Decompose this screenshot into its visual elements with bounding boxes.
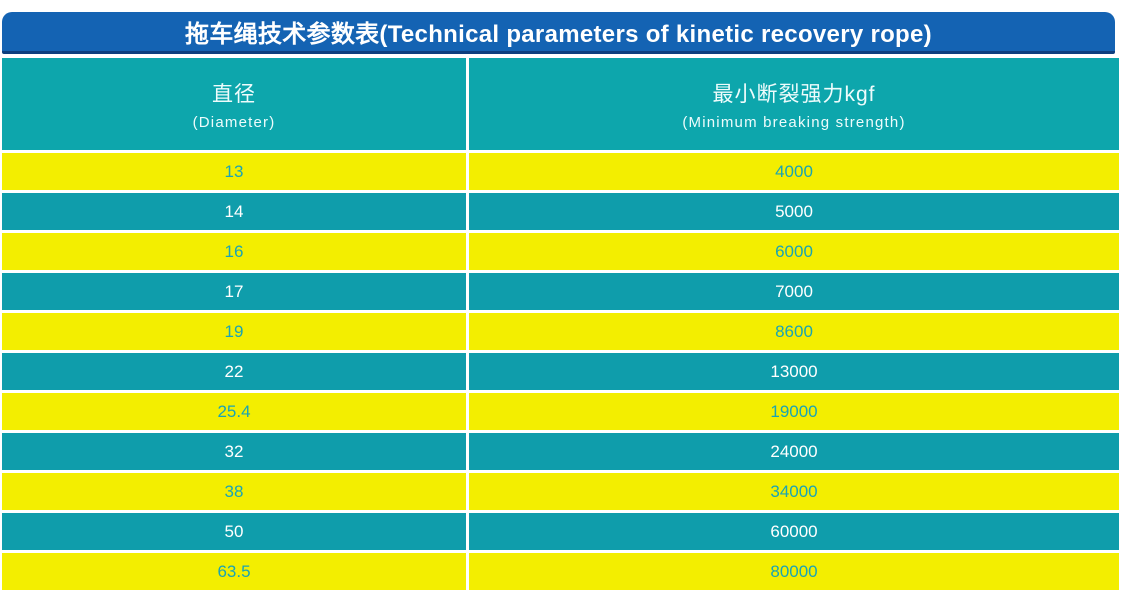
diameter-cell: 13 <box>2 153 466 190</box>
strength-cell: 13000 <box>469 353 1119 390</box>
parameters-table: 直径 (Diameter) 最小断裂强力kgf (Minimum breakin… <box>2 58 1119 590</box>
strength-cell: 80000 <box>469 553 1119 590</box>
strength-cell: 5000 <box>469 193 1119 230</box>
diameter-header-zh: 直径 <box>212 82 256 106</box>
strength-cell: 8600 <box>469 313 1119 350</box>
table-title-bar: 拖车绳技术参数表(Technical parameters of kinetic… <box>2 12 1115 54</box>
table-body: 13 4000 14 5000 16 6000 17 7000 19 8600 22 13000 25.… <box>2 153 1119 590</box>
strength-cell: 4000 <box>469 153 1119 190</box>
strength-header-zh: 最小断裂强力kgf <box>712 82 876 106</box>
table-row: 14 5000 <box>2 193 1119 230</box>
table-row: 16 6000 <box>2 233 1119 270</box>
table-row: 22 13000 <box>2 353 1119 390</box>
strength-cell: 19000 <box>469 393 1119 430</box>
table-title: 拖车绳技术参数表(Technical parameters of kinetic… <box>185 21 932 48</box>
table-row: 17 7000 <box>2 273 1119 310</box>
diameter-cell: 17 <box>2 273 466 310</box>
diameter-cell: 19 <box>2 313 466 350</box>
strength-cell: 6000 <box>469 233 1119 270</box>
diameter-cell: 16 <box>2 233 466 270</box>
strength-cell: 24000 <box>469 433 1119 470</box>
diameter-cell: 63.5 <box>2 553 466 590</box>
strength-header-en: (Minimum breaking strength) <box>682 113 906 131</box>
diameter-cell: 38 <box>2 473 466 510</box>
diameter-cell: 14 <box>2 193 466 230</box>
diameter-cell: 32 <box>2 433 466 470</box>
table-row: 63.5 80000 <box>2 553 1119 590</box>
table-header-row: 直径 (Diameter) 最小断裂强力kgf (Minimum breakin… <box>2 58 1119 150</box>
table-row: 50 60000 <box>2 513 1119 550</box>
table-row: 38 34000 <box>2 473 1119 510</box>
strength-cell: 34000 <box>469 473 1119 510</box>
diameter-column-header: 直径 (Diameter) <box>2 58 466 150</box>
diameter-cell: 50 <box>2 513 466 550</box>
table-row: 25.4 19000 <box>2 393 1119 430</box>
table-row: 19 8600 <box>2 313 1119 350</box>
strength-cell: 7000 <box>469 273 1119 310</box>
table-row: 32 24000 <box>2 433 1119 470</box>
table-row: 13 4000 <box>2 153 1119 190</box>
diameter-cell: 22 <box>2 353 466 390</box>
diameter-cell: 25.4 <box>2 393 466 430</box>
strength-column-header: 最小断裂强力kgf (Minimum breaking strength) <box>469 58 1119 150</box>
diameter-header-en: (Diameter) <box>192 113 276 131</box>
strength-cell: 60000 <box>469 513 1119 550</box>
